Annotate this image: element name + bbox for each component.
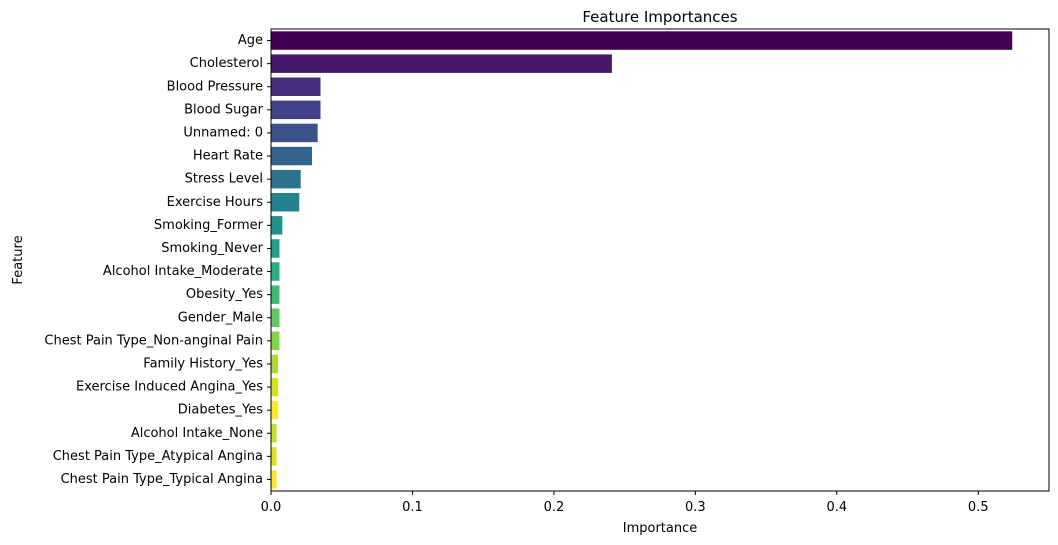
x-tick-label: 0.1 bbox=[402, 500, 423, 515]
x-axis-title: Importance bbox=[623, 521, 698, 536]
y-tick-label: Blood Sugar bbox=[184, 102, 264, 117]
bar bbox=[271, 424, 277, 443]
y-tick-labels: Age Cholesterol Blood Pressure Blood Sugar U… bbox=[44, 33, 271, 487]
y-tick-label: Heart Rate bbox=[193, 149, 263, 164]
bar bbox=[271, 262, 280, 281]
y-tick-label: Exercise Induced Angina_Yes bbox=[76, 380, 263, 395]
y-tick-label: Chest Pain Type_Typical Angina bbox=[61, 472, 263, 487]
bar bbox=[271, 470, 277, 489]
y-tick-label: Unnamed: 0 bbox=[183, 125, 263, 140]
y-tick-label: Smoking_Never bbox=[161, 241, 263, 256]
y-tick-label: Age bbox=[238, 33, 263, 48]
bar bbox=[271, 239, 280, 258]
y-tick-label: Alcohol Intake_None bbox=[131, 426, 263, 441]
y-tick-label: Diabetes_Yes bbox=[178, 403, 263, 418]
bar bbox=[271, 169, 301, 189]
bar bbox=[271, 193, 300, 212]
bar bbox=[271, 146, 313, 166]
y-tick-label: Chest Pain Type_Atypical Angina bbox=[53, 449, 263, 464]
bar bbox=[271, 216, 283, 235]
bar bbox=[271, 77, 321, 96]
x-tick-label: 0.0 bbox=[261, 500, 282, 515]
y-tick-label: Gender_Male bbox=[178, 310, 263, 325]
x-tick-label: 0.5 bbox=[968, 500, 989, 515]
bar bbox=[271, 308, 280, 327]
plot-frame bbox=[270, 28, 1050, 492]
bar bbox=[271, 31, 1013, 50]
bar bbox=[271, 331, 280, 351]
chart-title: Feature Importances bbox=[582, 8, 737, 26]
y-tick-label: Alcohol Intake_Moderate bbox=[103, 264, 263, 279]
y-tick-label: Exercise Hours bbox=[167, 195, 264, 210]
y-tick-label: Smoking_Former bbox=[154, 218, 264, 233]
y-tick-label: Chest Pain Type_Non-anginal Pain bbox=[44, 333, 263, 348]
bar bbox=[271, 100, 321, 120]
bar bbox=[271, 54, 612, 73]
y-tick-label: Stress Level bbox=[185, 172, 263, 187]
bar bbox=[271, 447, 277, 466]
y-axis-title: Feature bbox=[11, 235, 26, 284]
bar bbox=[271, 400, 279, 420]
bar bbox=[271, 354, 279, 374]
y-tick-label: Obesity_Yes bbox=[186, 287, 263, 302]
bar bbox=[271, 377, 279, 397]
bars-group bbox=[271, 31, 1013, 489]
x-tick-label: 0.3 bbox=[685, 500, 706, 515]
bar bbox=[271, 123, 318, 143]
x-tick-label: 0.2 bbox=[544, 500, 565, 515]
y-tick-label: Family History_Yes bbox=[143, 356, 263, 371]
x-tick-label: 0.4 bbox=[826, 500, 847, 515]
y-tick-label: Cholesterol bbox=[190, 56, 263, 71]
bar bbox=[271, 285, 280, 304]
y-tick-label: Blood Pressure bbox=[167, 79, 263, 94]
x-ticks: 0.0 0.1 0.2 0.3 0.4 0.5 bbox=[261, 491, 989, 515]
